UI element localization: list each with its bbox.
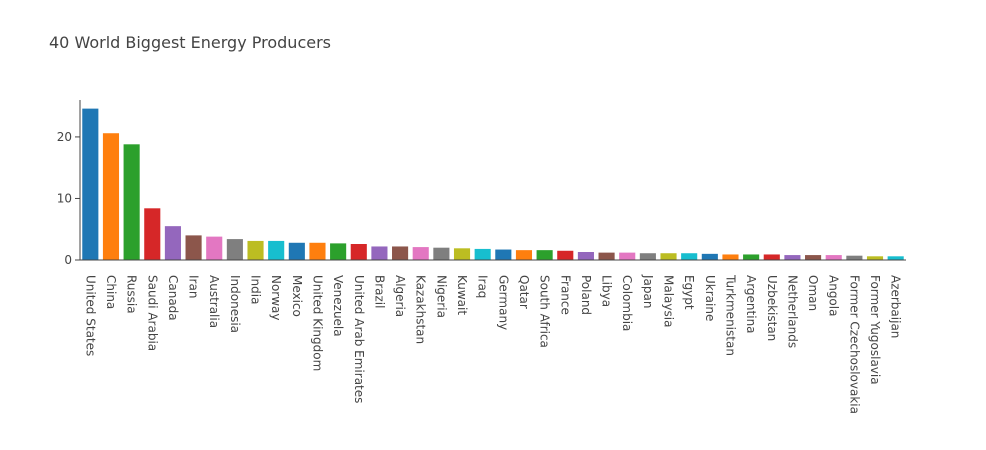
- x-tick-label: Norway: [269, 275, 283, 321]
- x-tick-label: Nigeria: [434, 275, 448, 318]
- x-tick-label: Japan: [641, 274, 655, 308]
- x-tick-label: Angola: [827, 275, 841, 316]
- bar: [371, 246, 388, 260]
- x-tick-label: Brazil: [372, 275, 386, 309]
- bar: [350, 244, 367, 260]
- x-tick-label: Colombia: [620, 275, 634, 331]
- y-tick-label: 0: [64, 253, 72, 267]
- x-tick-label: India: [249, 275, 263, 304]
- x-tick-label: Indonesia: [228, 275, 242, 333]
- x-tick-label: Venezuela: [331, 275, 345, 337]
- bar: [102, 133, 120, 260]
- bar: [681, 253, 698, 260]
- bar: [805, 255, 822, 260]
- x-tick-label: China: [104, 275, 118, 309]
- x-tick-label: Argentina: [744, 275, 758, 334]
- bar: [433, 247, 450, 260]
- bar: [866, 256, 884, 260]
- x-tick-label: Libya: [600, 275, 614, 307]
- x-tick-label: Azerbaijan: [889, 275, 903, 338]
- bar: [825, 255, 842, 260]
- x-tick-label: United Arab Emirates: [352, 275, 366, 403]
- x-tick-label: Algeria: [393, 275, 407, 317]
- y-tick-label: 10: [57, 191, 72, 205]
- bar: [515, 250, 533, 260]
- bar: [495, 249, 512, 260]
- x-tick-label: Mexico: [290, 275, 304, 317]
- bar: [784, 255, 801, 260]
- bar: [330, 243, 347, 260]
- bar: [226, 239, 243, 260]
- y-tick-label: 20: [57, 130, 72, 144]
- x-tick-label: Malaysia: [662, 275, 676, 327]
- bar: [743, 254, 760, 260]
- bar: [268, 240, 285, 260]
- bar: [536, 250, 553, 260]
- bar: [660, 253, 677, 260]
- x-tick-label: Saudi Arabia: [145, 275, 159, 351]
- bar: [453, 248, 471, 260]
- x-tick-label: Germany: [496, 275, 510, 330]
- bar: [164, 226, 181, 260]
- bar: [309, 242, 326, 260]
- x-tick-label: Poland: [579, 275, 593, 315]
- bar: [639, 253, 656, 260]
- x-tick-label: Egypt: [682, 275, 696, 310]
- bar: [288, 242, 305, 260]
- bar: [887, 256, 904, 260]
- x-tick-label: Australia: [207, 275, 221, 328]
- x-tick-label: Uzbekistan: [765, 275, 779, 341]
- x-tick-label: Kazakhstan: [414, 275, 428, 344]
- x-tick-label: South Africa: [538, 275, 552, 348]
- x-tick-label: Qatar: [517, 275, 531, 309]
- x-tick-label: United States: [83, 275, 97, 356]
- bar: [701, 253, 718, 260]
- x-tick-label: United Kingdom: [310, 275, 324, 371]
- bar: [123, 144, 140, 260]
- x-tick-label: Iraq: [476, 275, 490, 298]
- x-tick-label: Iran: [187, 275, 201, 298]
- x-tick-label: Former Czechoslovakia: [847, 275, 861, 414]
- bar: [557, 250, 574, 260]
- bar: [392, 246, 409, 260]
- chart-title: 40 World Biggest Energy Producers: [49, 33, 331, 52]
- y-axis: 0 10 20: [57, 100, 81, 267]
- x-tick-label: Turkmenistan: [723, 274, 737, 356]
- bar: [722, 254, 739, 260]
- bar: [619, 252, 636, 260]
- bar: [247, 240, 264, 260]
- bar: [577, 252, 594, 260]
- bars-group: [82, 108, 904, 261]
- bar: [763, 254, 780, 260]
- x-tick-label: Kuwait: [455, 275, 469, 315]
- x-axis: United States China Russia Saudi Arabia Cana…: [80, 259, 906, 414]
- x-tick-label: Former Yugoslavia: [868, 275, 882, 385]
- x-tick-label: Netherlands: [785, 275, 799, 348]
- x-tick-label: France: [558, 275, 572, 315]
- bar: [144, 208, 161, 260]
- x-tick-label: Canada: [166, 275, 180, 321]
- bar: [82, 108, 99, 261]
- bar: [185, 235, 202, 260]
- bar: [846, 255, 863, 260]
- bar: [206, 236, 223, 260]
- x-tick-label: Oman: [806, 275, 820, 311]
- bar: [598, 252, 615, 260]
- bar: [412, 247, 429, 260]
- x-tick-label: Russia: [125, 275, 139, 314]
- bar: [474, 248, 491, 260]
- x-tick-label: Ukraine: [703, 275, 717, 321]
